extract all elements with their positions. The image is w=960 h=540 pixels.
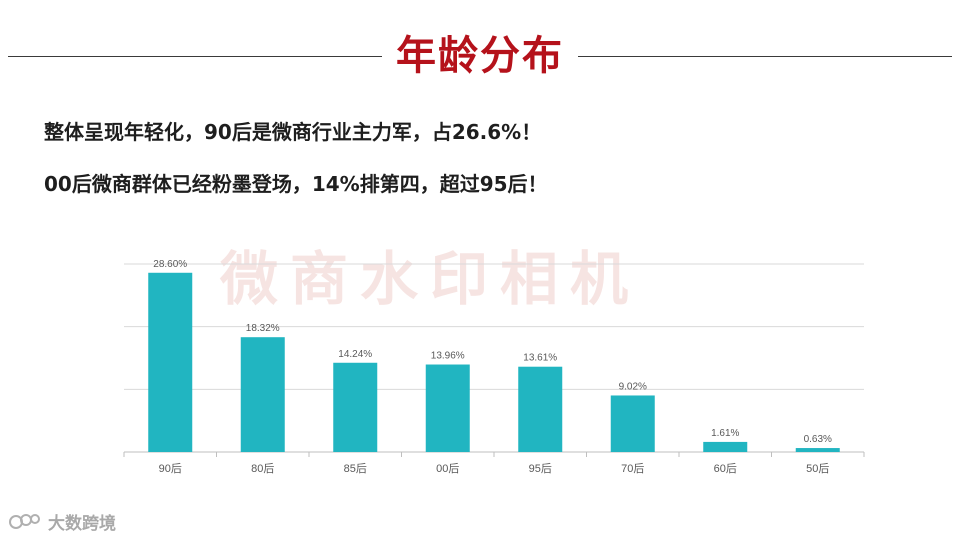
x-tick-label: 80后 bbox=[251, 462, 274, 475]
data-label: 28.60% bbox=[153, 259, 187, 270]
bar bbox=[703, 441, 748, 452]
data-label: 13.96% bbox=[431, 351, 465, 362]
watermark: 微商水印相机 bbox=[220, 245, 641, 313]
headline-2: 00后微商群体已经粉墨登场，14%排第四，超过95后！ bbox=[44, 172, 548, 196]
bar bbox=[148, 272, 193, 452]
bar bbox=[518, 366, 563, 452]
bar bbox=[425, 364, 470, 452]
data-label: 9.02% bbox=[619, 381, 647, 392]
title-rule-left bbox=[8, 56, 382, 57]
brand-watermark: 大数跨境 bbox=[8, 508, 116, 534]
x-tick-label: 85后 bbox=[344, 462, 367, 475]
title-bar: 年龄分布 bbox=[0, 28, 960, 84]
brand-logo-icon bbox=[9, 514, 40, 529]
data-label: 14.24% bbox=[338, 349, 372, 360]
bar bbox=[795, 448, 840, 452]
bar bbox=[240, 337, 285, 452]
headline-1: 整体呈现年轻化，90后是微商行业主力军，占26.6%！ bbox=[44, 120, 542, 144]
bar bbox=[610, 395, 655, 452]
data-label: 13.61% bbox=[523, 353, 557, 364]
data-label: 1.61% bbox=[711, 428, 739, 439]
brand-text: 大数跨境 bbox=[48, 513, 116, 534]
data-label: 0.63% bbox=[804, 434, 832, 445]
x-tick-label: 60后 bbox=[714, 462, 737, 475]
title-rule-right bbox=[578, 56, 952, 57]
bar bbox=[333, 362, 378, 452]
x-tick-label: 90后 bbox=[159, 462, 182, 475]
x-tick-label: 95后 bbox=[529, 462, 552, 475]
x-tick-label: 70后 bbox=[621, 462, 644, 475]
page-title: 年龄分布 bbox=[396, 33, 564, 79]
data-label: 18.32% bbox=[246, 323, 280, 334]
x-tick-label: 50后 bbox=[806, 462, 829, 475]
x-tick-label: 00后 bbox=[436, 462, 459, 475]
